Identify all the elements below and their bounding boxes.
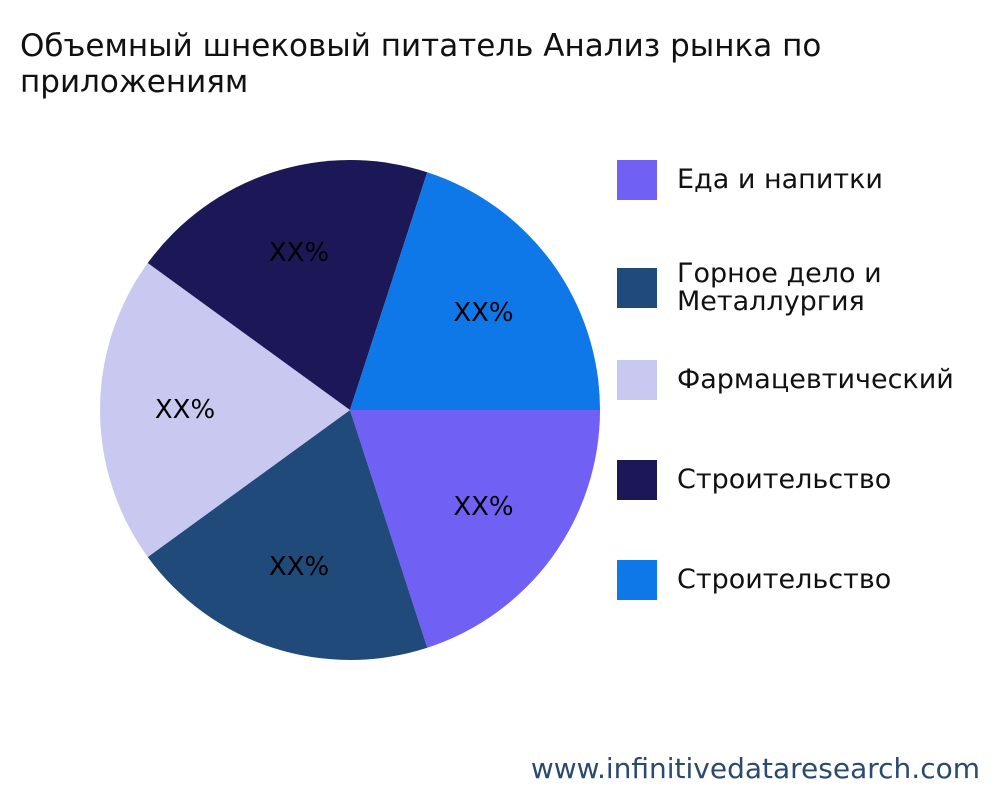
legend-item-1: Еда и напитки xyxy=(617,160,883,200)
legend-item-3: Фармацевтический xyxy=(617,360,954,400)
legend-label: Горное дело и Металлургия xyxy=(677,258,882,317)
legend-swatch xyxy=(617,560,657,600)
pie-slice-1 xyxy=(350,410,600,648)
legend-swatch xyxy=(617,160,657,200)
pie-slice-4 xyxy=(147,160,428,410)
slice-label-3: XX% xyxy=(155,395,215,425)
legend-item-4: Строительство xyxy=(617,460,891,500)
pie-slice-5 xyxy=(350,172,600,410)
legend-item-2: Горное дело и Металлургия xyxy=(617,260,882,316)
legend-label: Строительство xyxy=(677,564,892,595)
pie-slice-2 xyxy=(147,410,428,660)
legend-label: Строительство xyxy=(677,464,892,495)
legend-label: Фармацевтический xyxy=(677,364,954,395)
slice-label-4: XX% xyxy=(269,238,329,268)
legend-swatch xyxy=(617,360,657,400)
slice-label-5: XX% xyxy=(453,298,513,328)
pie-slice-3 xyxy=(100,263,350,557)
slice-label-2: XX% xyxy=(269,552,329,582)
legend-label: Еда и напитки xyxy=(677,164,883,195)
legend-swatch xyxy=(617,460,657,500)
chart-title: Объемный шнековый питатель Анализ рынка … xyxy=(20,28,822,100)
legend-item-5: Строительство xyxy=(617,560,891,600)
watermark: www.infinitivedataresearch.com xyxy=(530,752,980,785)
slice-label-1: XX% xyxy=(453,492,513,522)
legend-swatch xyxy=(617,268,657,308)
